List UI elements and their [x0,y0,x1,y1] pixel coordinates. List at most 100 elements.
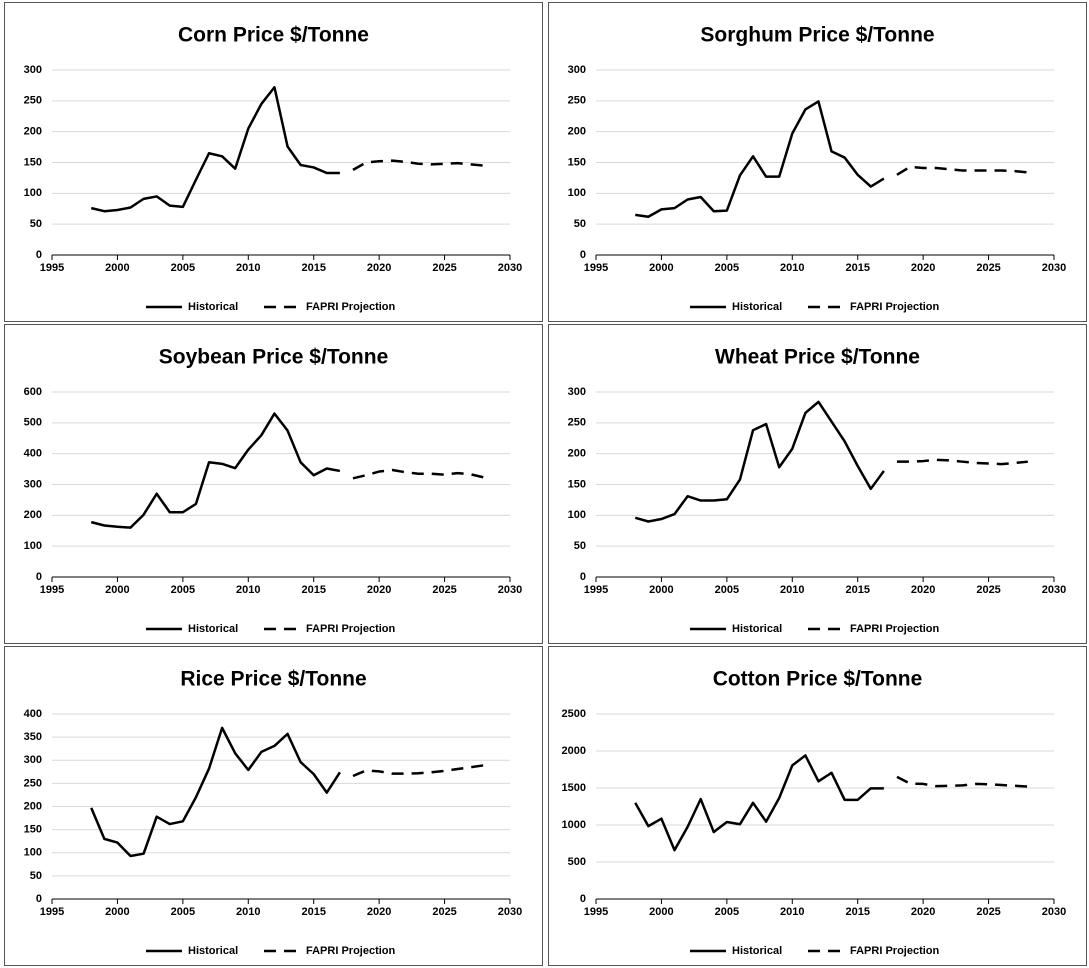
y-tick-label: 350 [24,731,42,743]
y-tick-label: 50 [574,218,586,230]
x-tick-label: 2020 [911,584,935,596]
y-tick-label: 0 [580,571,586,583]
chart-title: Cotton Price $/Tonne [713,668,923,691]
x-tick-label: 1995 [584,262,608,274]
x-tick-label: 2025 [432,584,456,596]
x-tick-label: 2010 [236,262,260,274]
panel-border [548,646,1087,966]
y-tick-label: 250 [568,95,586,107]
chart-title: Soybean Price $/Tonne [159,346,389,369]
series-line [90,86,340,213]
y-tick-label: 2500 [562,708,586,720]
y-tick-label: 100 [24,540,42,552]
y-tick-label: 250 [568,417,586,429]
x-tick-label: 2020 [367,906,391,918]
x-tick-label: 2020 [367,262,391,274]
panel-border [548,2,1087,322]
legend-label: FAPRI Projection [306,945,396,957]
y-tick-label: 300 [24,478,42,490]
y-tick-label: 150 [24,824,42,836]
y-tick-label: 150 [568,156,586,168]
legend-label: Historical [732,945,782,957]
series-line [896,458,1028,466]
y-tick-label: 100 [24,847,42,859]
legend-label: FAPRI Projection [850,301,940,313]
y-tick-label: 400 [24,448,42,460]
x-tick-label: 2025 [432,262,456,274]
series-line [352,468,485,480]
x-tick-label: 2025 [976,584,1000,596]
y-tick-label: 0 [580,893,586,905]
y-tick-label: 200 [568,448,586,460]
y-tick-label: 200 [568,126,586,138]
y-tick-label: 0 [36,571,42,583]
y-tick-label: 100 [568,187,586,199]
panel-border [4,324,543,644]
x-tick-label: 2025 [976,262,1000,274]
y-tick-label: 0 [36,893,42,905]
series-line [352,764,485,778]
x-tick-label: 2000 [105,584,129,596]
y-tick-label: 400 [24,708,42,720]
x-tick-label: 2030 [498,906,522,918]
legend-label: FAPRI Projection [850,623,940,635]
series-line [634,754,884,852]
x-tick-label: 2030 [1042,906,1066,918]
legend-label: Historical [732,623,782,635]
y-tick-label: 500 [568,856,586,868]
y-tick-label: 2000 [562,745,586,757]
chart-title: Wheat Price $/Tonne [715,346,920,369]
x-tick-label: 2015 [845,906,869,918]
chart-title: Corn Price $/Tonne [178,24,369,47]
x-tick-label: 2015 [301,262,325,274]
panel-border [548,324,1087,644]
series-line [634,400,885,523]
x-tick-label: 2015 [845,584,869,596]
chart-title: Sorghum Price $/Tonne [700,24,934,47]
y-tick-label: 250 [24,95,42,107]
x-tick-label: 2000 [649,906,673,918]
x-tick-label: 2000 [649,584,673,596]
y-tick-label: 500 [24,417,42,429]
legend-label: FAPRI Projection [850,945,940,957]
x-tick-label: 2015 [301,584,325,596]
x-tick-label: 1995 [40,906,64,918]
x-tick-label: 2015 [301,906,325,918]
y-tick-label: 300 [24,64,42,76]
y-tick-label: 0 [580,249,586,261]
panel-border [4,646,543,966]
x-tick-label: 2020 [911,262,935,274]
y-tick-label: 200 [24,800,42,812]
x-tick-label: 2005 [715,906,739,918]
x-tick-label: 2020 [911,906,935,918]
y-tick-label: 50 [574,540,586,552]
x-tick-label: 2025 [976,906,1000,918]
x-tick-label: 2030 [1042,262,1066,274]
y-tick-label: 1000 [562,819,586,831]
legend-label: Historical [732,301,782,313]
x-tick-label: 2020 [367,584,391,596]
x-tick-label: 2015 [845,262,869,274]
y-tick-label: 300 [568,64,586,76]
y-tick-label: 1500 [562,782,586,794]
x-tick-label: 2000 [105,906,129,918]
y-tick-label: 0 [36,249,42,261]
x-tick-label: 2000 [649,262,673,274]
y-tick-label: 100 [568,509,586,521]
series-line [896,775,1028,788]
y-tick-label: 250 [24,777,42,789]
legend-label: FAPRI Projection [306,301,396,313]
panel-border [4,2,543,322]
x-tick-label: 1995 [40,584,64,596]
x-tick-label: 2025 [432,906,456,918]
x-tick-label: 2000 [105,262,129,274]
y-tick-label: 200 [24,126,42,138]
legend-label: Historical [188,945,238,957]
y-tick-label: 150 [568,478,586,490]
x-tick-label: 1995 [40,262,64,274]
y-tick-label: 300 [568,386,586,398]
y-tick-label: 600 [24,386,42,398]
series-line [352,159,484,171]
chart-title: Rice Price $/Tonne [180,668,366,691]
